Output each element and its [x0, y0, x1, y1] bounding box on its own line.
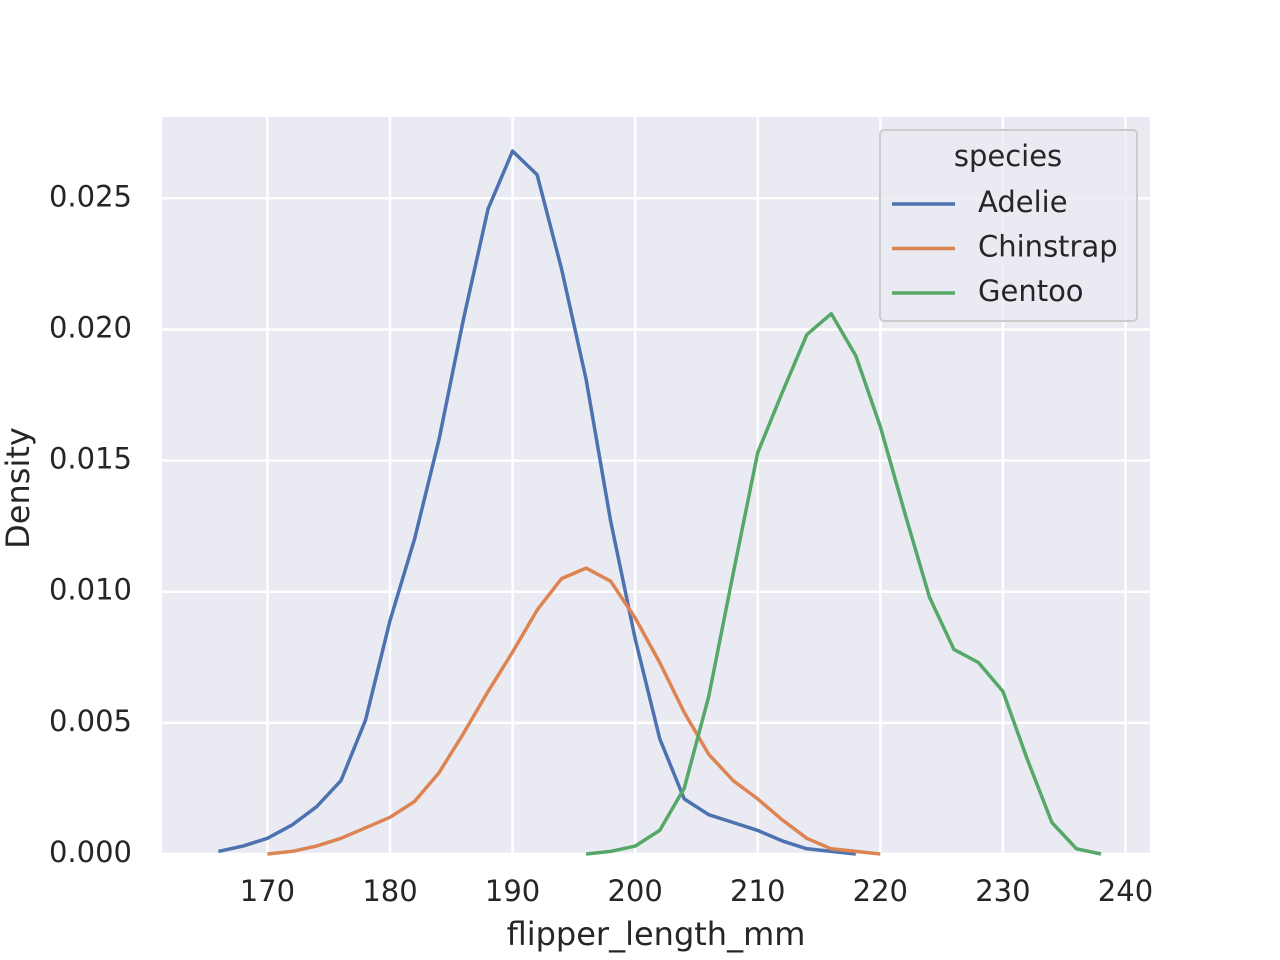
- legend-box: [879, 129, 1138, 322]
- x-tick-label: 240: [1098, 874, 1153, 908]
- legend-label: Adelie: [978, 185, 1068, 219]
- legend-title: species: [954, 139, 1062, 173]
- y-tick-label: 0.020: [49, 310, 132, 344]
- legend: species Adelie Chinstrap Gentoo: [879, 129, 1138, 322]
- y-tick-label: 0.000: [49, 835, 132, 869]
- x-axis-label: flipper_length_mm: [507, 915, 806, 953]
- density-line: [218, 149, 856, 856]
- x-tick-label: 210: [730, 874, 785, 908]
- x-tick-label: 230: [975, 874, 1030, 908]
- y-tick-label: 0.015: [49, 442, 132, 476]
- density-line: [585, 311, 1102, 856]
- x-tick-label: 180: [362, 874, 417, 908]
- legend-label: Gentoo: [978, 274, 1084, 308]
- x-tick-label: 170: [240, 874, 295, 908]
- y-tick-label: 0.025: [49, 179, 132, 213]
- x-tick-label: 200: [607, 874, 662, 908]
- y-tick-label: 0.010: [49, 573, 132, 607]
- x-tick-label: 190: [485, 874, 540, 908]
- lines: [218, 149, 1102, 856]
- density-line: [267, 566, 881, 856]
- y-axis-label: Density: [0, 427, 37, 549]
- x-tick-label: 220: [853, 874, 908, 908]
- legend-label: Chinstrap: [978, 230, 1118, 264]
- y-tick-label: 0.005: [49, 704, 132, 738]
